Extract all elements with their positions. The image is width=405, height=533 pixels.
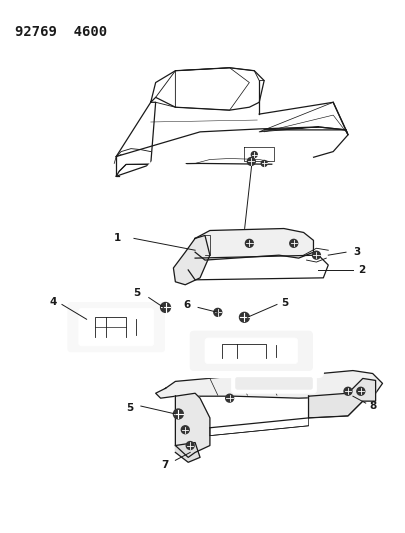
Ellipse shape [153,164,181,185]
Polygon shape [195,229,313,260]
Circle shape [289,239,297,247]
FancyBboxPatch shape [79,309,153,346]
FancyBboxPatch shape [235,377,312,389]
Text: 4: 4 [49,296,57,306]
Circle shape [343,387,351,395]
Circle shape [312,251,320,259]
FancyBboxPatch shape [179,324,322,377]
Text: 2: 2 [357,265,364,275]
Circle shape [247,158,255,165]
Circle shape [245,239,253,247]
Ellipse shape [280,155,306,174]
Text: 6: 6 [183,301,190,310]
FancyBboxPatch shape [231,374,315,393]
FancyBboxPatch shape [190,331,312,370]
Ellipse shape [145,157,189,191]
Polygon shape [175,393,209,457]
Circle shape [225,394,233,402]
Circle shape [186,441,194,449]
Circle shape [239,312,249,322]
Text: 92769  4600: 92769 4600 [15,26,107,39]
Circle shape [251,151,257,158]
Polygon shape [175,442,200,462]
Circle shape [160,303,170,312]
Text: 1: 1 [114,233,121,244]
Circle shape [173,409,183,419]
Ellipse shape [272,149,314,180]
Polygon shape [173,236,209,285]
Text: 5: 5 [280,297,288,308]
Circle shape [356,387,364,395]
Text: 5: 5 [126,403,133,413]
Circle shape [213,309,221,316]
Circle shape [181,426,189,434]
FancyBboxPatch shape [68,303,164,352]
FancyBboxPatch shape [58,296,174,359]
Circle shape [260,160,266,166]
Text: 7: 7 [161,460,168,470]
FancyBboxPatch shape [205,338,297,364]
Text: 8: 8 [369,401,376,411]
Polygon shape [308,378,375,418]
Text: 3: 3 [352,247,359,257]
Text: 5: 5 [133,288,141,297]
Polygon shape [155,370,382,398]
